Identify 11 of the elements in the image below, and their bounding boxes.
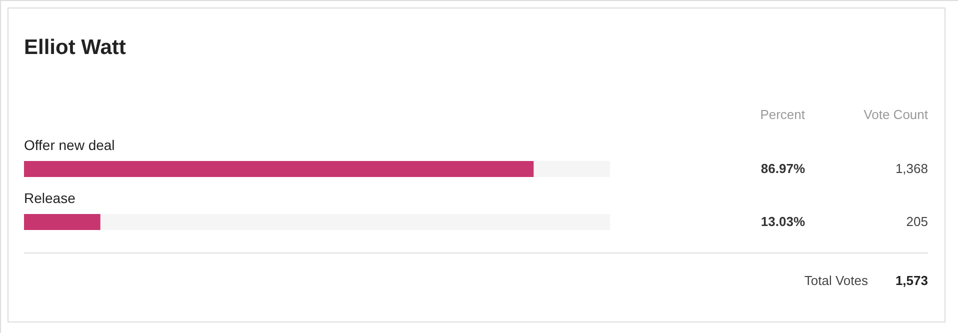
chart-title: Elliot Watt (24, 36, 126, 59)
text: 205 (906, 214, 928, 229)
y-tick-label: Offer new deal (24, 137, 115, 153)
data-label: 86.97% (760, 161, 806, 176)
data-label: 13.03% (760, 214, 806, 229)
text: 1,368 (895, 161, 928, 176)
y-tick-label: Release (24, 190, 76, 206)
text: Total Votes (804, 273, 868, 288)
text: Vote Count (864, 107, 928, 122)
text: 1,573 (895, 273, 928, 288)
text: Percent (760, 107, 806, 122)
